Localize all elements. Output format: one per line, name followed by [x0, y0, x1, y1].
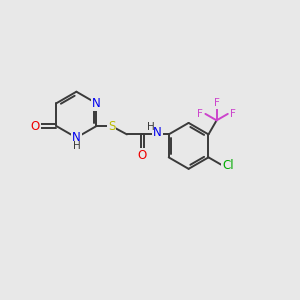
- Text: S: S: [108, 120, 115, 133]
- Text: Cl: Cl: [222, 158, 234, 172]
- Text: H: H: [147, 122, 155, 132]
- Text: O: O: [138, 148, 147, 161]
- Text: N: N: [72, 131, 81, 144]
- Text: H: H: [73, 141, 80, 151]
- Text: F: F: [230, 109, 236, 119]
- Text: O: O: [31, 120, 40, 133]
- Text: F: F: [197, 109, 203, 119]
- Text: N: N: [153, 126, 162, 140]
- Text: N: N: [92, 97, 101, 110]
- Text: F: F: [214, 98, 220, 108]
